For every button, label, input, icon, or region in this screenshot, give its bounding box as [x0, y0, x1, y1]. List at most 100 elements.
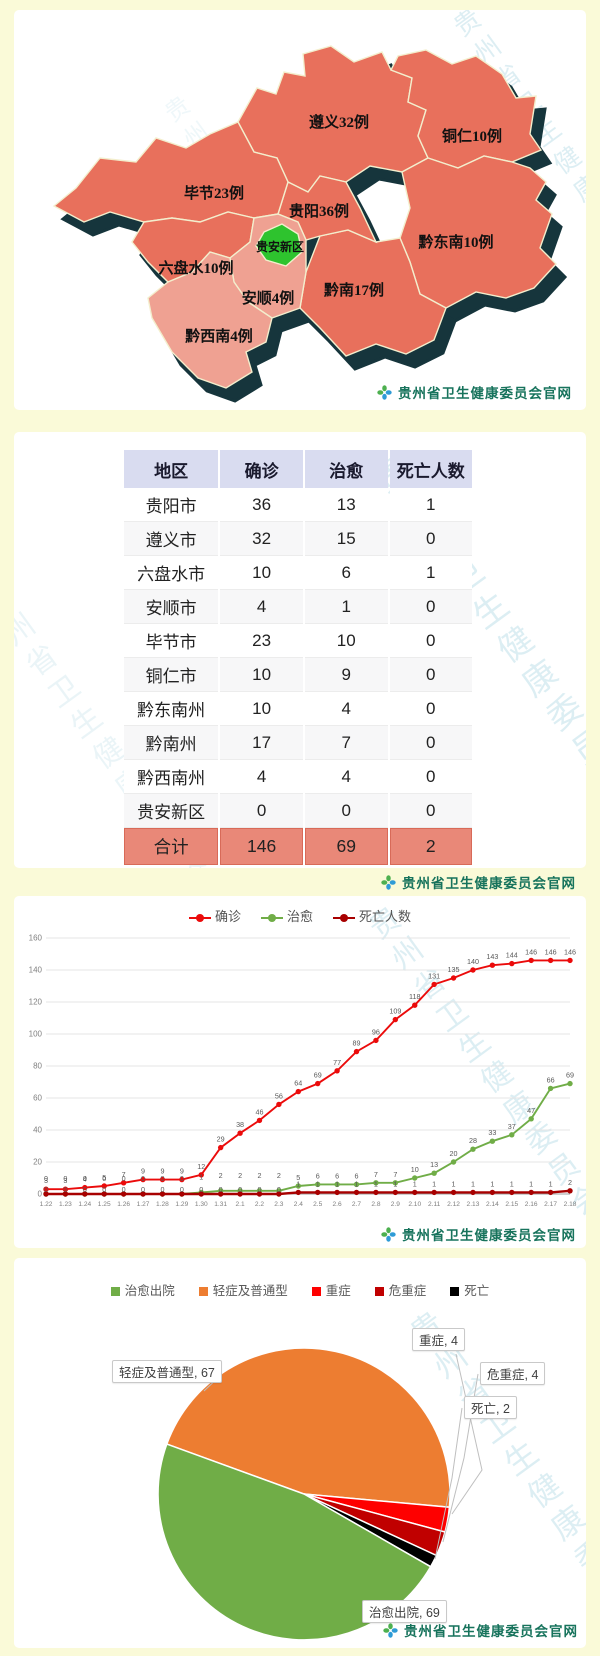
legend-swatch-icon [198, 1287, 208, 1297]
table-panel: 贵州省卫生健康委员会 贵州省卫生健康委员会 地区 确诊 治愈 死亡人数 贵阳市 36 13… [14, 432, 586, 868]
data-point [237, 1191, 243, 1197]
legend-label: 确诊 [214, 909, 241, 924]
legend-label: 治愈出院 [124, 1284, 175, 1298]
data-label: 64 [294, 1079, 302, 1088]
health-commission-logo-icon [383, 1622, 398, 1638]
x-axis-tick-label: 1.27 [137, 1201, 150, 1208]
data-label: 0 [141, 1185, 145, 1194]
table-row: 安顺市 4 1 0 [124, 590, 472, 624]
x-axis-tick-label: 2.1 [235, 1201, 244, 1208]
health-commission-logo-icon [381, 874, 396, 890]
legend-item-death: 死亡 [450, 1280, 489, 1299]
data-label: 3 [63, 1176, 67, 1185]
legend-item-series-deaths: 死亡人数 [333, 906, 411, 925]
data-label: 1 [471, 1179, 475, 1188]
map-labels: 遵义32例 铜仁10例 毕节23例 贵阳36例 黔东南10例 黔南17例 六盘水… [158, 113, 502, 345]
x-axis-tick-label: 2.16 [525, 1201, 538, 1208]
y-axis-tick-label: 140 [29, 966, 43, 975]
table-cell: 0 [389, 522, 472, 556]
y-axis-tick-label: 160 [29, 934, 43, 943]
data-label: 1 [335, 1179, 339, 1188]
health-commission-logo-icon [377, 384, 392, 400]
data-label: 131 [428, 971, 440, 980]
data-label: 5 [296, 1173, 300, 1182]
source-footer: 贵州省卫生健康委员会官网 [383, 1620, 578, 1640]
data-label: 9 [160, 1167, 164, 1176]
x-axis-tick-label: 2.5 [313, 1201, 322, 1208]
data-label: 7 [122, 1170, 126, 1179]
map-label-anshun: 安顺4例 [242, 289, 295, 307]
data-point [315, 1181, 321, 1188]
x-axis-tick-label: 1.22 [40, 1201, 53, 1208]
table-header: 地区 确诊 治愈 死亡人数 [124, 450, 472, 488]
legend-item-series-cured: 治愈 [260, 906, 313, 925]
pie-chart-area: 轻症及普通型, 67 重症, 4 危重症, 4 死亡, 2 治愈出院, 69 [14, 1308, 586, 1643]
data-label: 9 [180, 1167, 184, 1176]
table-cell: 0 [389, 726, 472, 760]
pie-callout-mild: 轻症及普通型, 67 [112, 1360, 222, 1383]
legend-swatch-icon [311, 1287, 321, 1297]
data-point [295, 1189, 301, 1196]
data-label: 0 [83, 1185, 87, 1194]
x-axis-tick-label: 2.7 [352, 1201, 361, 1208]
health-commission-logo-icon [381, 1226, 396, 1242]
legend-swatch-icon [374, 1287, 384, 1297]
data-label: 7 [393, 1170, 397, 1179]
map-label-bijie: 毕节23例 [184, 184, 244, 202]
legend-marker-icon [333, 913, 355, 922]
pie-slice-mild [165, 1347, 451, 1509]
data-label: 56 [275, 1091, 283, 1100]
map-label-liupanshui: 六盘水10例 [158, 259, 233, 277]
data-label: 28 [469, 1136, 477, 1145]
table-row: 黔东南州 10 4 0 [124, 692, 472, 726]
data-label: 1 [355, 1179, 359, 1188]
data-point [470, 1189, 476, 1196]
legend-marker-icon [260, 913, 283, 922]
table-cell: 13 [304, 488, 388, 522]
legend-item-cured: 治愈出院 [110, 1280, 175, 1299]
data-label: 0 [44, 1174, 48, 1183]
table-cell: 4 [220, 760, 303, 794]
data-point [315, 1080, 321, 1087]
data-label: 109 [389, 1007, 401, 1016]
legend-label: 死亡人数 [359, 909, 412, 924]
table-cell: 黔南州 [124, 726, 219, 760]
legend-label: 轻症及普通型 [212, 1284, 288, 1298]
data-point [431, 981, 437, 988]
y-axis-tick-label: 60 [33, 1094, 42, 1103]
data-label: 1 [413, 1179, 417, 1188]
data-label: 118 [409, 992, 420, 1001]
map-label-qiandongnan: 黔东南10例 [418, 233, 493, 251]
data-label: 2 [257, 1171, 261, 1180]
data-point [567, 1188, 573, 1194]
y-axis-tick-label: 20 [33, 1158, 42, 1167]
table-cell: 1 [389, 488, 472, 522]
legend-item-severe: 重症 [311, 1280, 351, 1299]
y-axis-tick-label: 100 [29, 1030, 43, 1039]
x-axis-tick-label: 2.10 [408, 1201, 421, 1208]
series-deaths: 0 0 0 0 0 0 0 0 0 0 0 0 0 1 1 1 1 1 1 1 1 1 1 1 1 1 1 2 [43, 1178, 573, 1197]
x-axis-tick-label: 1.26 [117, 1201, 130, 1208]
data-label: 29 [217, 1135, 225, 1144]
data-point [489, 1138, 496, 1144]
data-label: 0 [199, 1185, 203, 1194]
data-point [567, 1080, 573, 1087]
legend-label: 治愈 [286, 909, 313, 924]
data-point [334, 1181, 340, 1188]
data-label: 46 [255, 1107, 263, 1116]
map-label-zunyi: 遵义32例 [309, 113, 369, 131]
x-axis-tick-label: 2.14 [486, 1201, 499, 1208]
data-point [295, 1088, 301, 1095]
data-label: 9 [141, 1167, 145, 1176]
data-point [373, 1180, 379, 1186]
data-point [62, 1191, 69, 1197]
data-label: 0 [63, 1174, 67, 1183]
table-cell: 1 [389, 556, 472, 590]
data-label: 1 [199, 1172, 203, 1181]
data-label: 146 [545, 947, 557, 956]
data-point [295, 1183, 301, 1189]
map-label-guian: 贵安新区 [256, 239, 304, 254]
y-axis-tick-label: 80 [33, 1062, 42, 1071]
